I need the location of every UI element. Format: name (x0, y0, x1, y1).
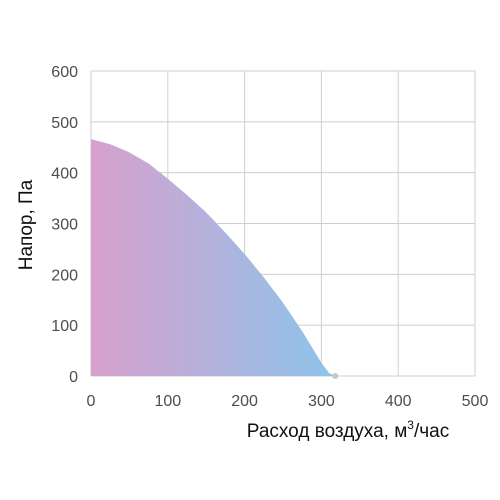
y-tick-label: 300 (51, 217, 78, 234)
y-tick-labels: 0 100 200 300 400 500 600 (51, 64, 78, 386)
x-axis-title: Расход воздуха, м3/час (247, 418, 449, 442)
y-tick-label: 600 (51, 64, 78, 81)
y-tick-label: 400 (51, 166, 78, 183)
x-tick-labels: 0 100 200 300 400 500 (87, 393, 489, 410)
y-tick-label: 200 (51, 267, 78, 284)
y-tick-label: 100 (51, 318, 78, 335)
x-tick-label: 500 (462, 393, 489, 410)
x-tick-label: 400 (385, 393, 412, 410)
curve-end-point (332, 373, 339, 379)
area-series (91, 139, 336, 376)
x-tick-label: 300 (308, 393, 335, 410)
y-tick-label: 0 (69, 369, 78, 386)
x-tick-label: 100 (154, 393, 181, 410)
x-tick-label: 200 (231, 393, 258, 410)
x-tick-label: 0 (87, 393, 96, 410)
y-tick-label: 500 (51, 115, 78, 132)
y-axis-title: Напор, Па (16, 179, 37, 270)
